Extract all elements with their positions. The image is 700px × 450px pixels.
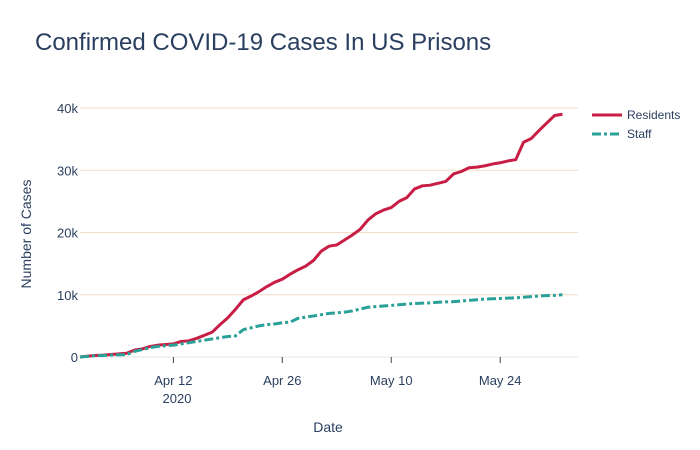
series-line-residents[interactable] xyxy=(79,112,563,359)
chart-title: Confirmed COVID-19 Cases In US Prisons xyxy=(35,29,491,56)
x-axis-year-label: 2020 xyxy=(163,391,192,406)
y-tick-label: 30k xyxy=(57,163,78,178)
y-axis-title: Number of Cases xyxy=(18,180,34,289)
x-tick-label: Apr 26 xyxy=(263,373,301,388)
legend-item-staff[interactable]: Staff xyxy=(592,127,652,141)
series-line-staff[interactable] xyxy=(79,293,563,359)
legend-item-residents[interactable]: Residents xyxy=(592,108,680,122)
x-tick-label: May 10 xyxy=(370,373,413,388)
y-tick-label: 20k xyxy=(57,226,78,241)
y-tick-label: 0 xyxy=(71,350,78,365)
x-axis-title: Date xyxy=(313,419,343,435)
legend-label: Staff xyxy=(627,127,652,141)
y-tick-label: 40k xyxy=(57,101,78,116)
legend-label: Residents xyxy=(627,108,680,122)
gridlines xyxy=(80,107,578,358)
x-axis-ticks: Apr 12 Apr 26 May 10 May 24 xyxy=(154,357,522,388)
y-tick-label: 10k xyxy=(57,288,78,303)
x-tick-label: Apr 12 xyxy=(154,373,192,388)
series-group xyxy=(79,112,563,359)
y-axis-ticks: 0 10k 20k 30k 40k xyxy=(57,101,78,365)
x-tick-label: May 24 xyxy=(479,373,522,388)
legend[interactable]: Residents Staff xyxy=(592,108,680,141)
